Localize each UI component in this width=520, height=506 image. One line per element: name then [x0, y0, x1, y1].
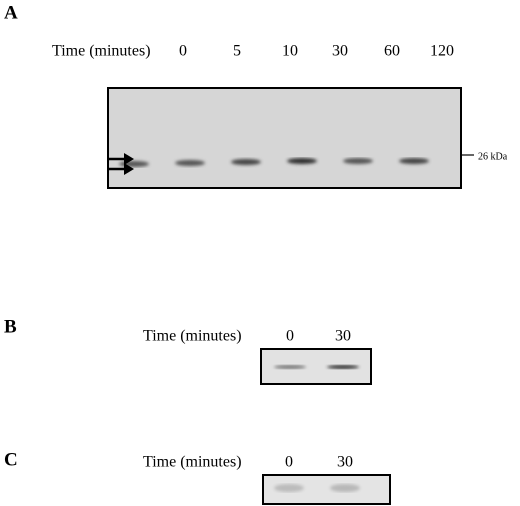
band — [327, 365, 359, 369]
band — [330, 484, 360, 492]
band — [231, 159, 261, 165]
marker-label: 26 kDa — [478, 151, 508, 162]
band — [119, 161, 149, 167]
time-label: Time (minutes) — [52, 43, 151, 60]
panel-label: A — [4, 2, 18, 23]
time-label: Time (minutes) — [143, 328, 242, 345]
band — [274, 365, 306, 369]
lane-label: 0 — [285, 454, 293, 471]
lane-label: 10 — [282, 43, 298, 60]
lane-label: 30 — [332, 43, 348, 60]
panel-label: C — [4, 449, 18, 470]
arrows — [108, 153, 134, 175]
band — [399, 158, 429, 164]
bands — [274, 484, 360, 492]
lane-label: 0 — [179, 43, 187, 60]
lane-label: 5 — [233, 43, 241, 60]
bands — [274, 365, 359, 369]
lane-label: 0 — [286, 328, 294, 345]
lane-label: 60 — [384, 43, 400, 60]
band — [274, 484, 304, 492]
blot — [107, 87, 462, 189]
lane-label: 30 — [335, 328, 351, 345]
time-label: Time (minutes) — [143, 454, 242, 471]
panel-label: B — [4, 316, 17, 337]
lane-label: 120 — [430, 43, 454, 60]
band — [343, 158, 373, 164]
lane-label: 30 — [337, 454, 353, 471]
band — [175, 160, 205, 166]
band — [287, 158, 317, 164]
